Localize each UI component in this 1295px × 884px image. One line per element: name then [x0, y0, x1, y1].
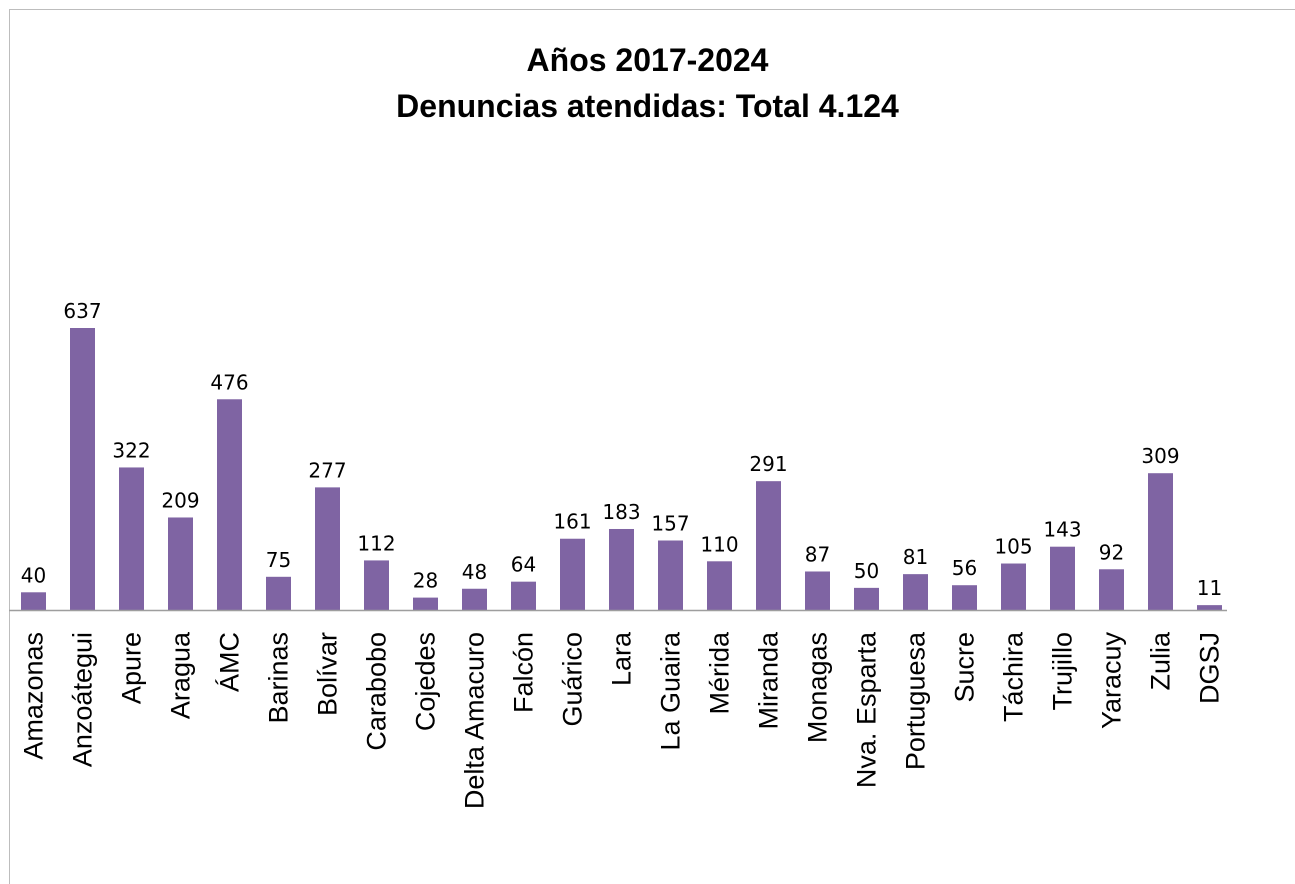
- category-labels-group: Amazonas Anzoátegui Apure Aragua ÁMC Barinas B…: [19, 631, 1225, 809]
- bar-4: [217, 399, 242, 610]
- bar-20: [1001, 563, 1026, 610]
- category-label-9: Delta Amacuro: [460, 632, 490, 809]
- value-label-7: 112: [357, 531, 395, 555]
- bar-19: [952, 585, 977, 610]
- bar-3: [168, 517, 193, 610]
- value-label-14: 110: [700, 532, 738, 556]
- value-label-19: 56: [952, 556, 977, 580]
- category-label-19: Sucre: [950, 632, 980, 703]
- bar-14: [707, 561, 732, 610]
- value-label-1: 637: [63, 299, 101, 323]
- value-label-9: 48: [462, 560, 487, 584]
- bar-8: [413, 597, 438, 610]
- value-label-13: 157: [651, 511, 689, 535]
- chart-subtitle: Denuncias atendidas: Total 4.124: [396, 88, 899, 124]
- category-label-6: Bolívar: [313, 632, 343, 716]
- category-label-22: Yaracuy: [1097, 632, 1127, 730]
- category-label-16: Monagas: [803, 632, 833, 743]
- value-label-17: 50: [854, 559, 879, 583]
- value-label-3: 209: [161, 488, 199, 512]
- value-label-2: 322: [112, 438, 150, 462]
- category-label-3: Aragua: [166, 631, 196, 719]
- bars-group: [21, 328, 1222, 610]
- category-label-10: Falcón: [509, 632, 539, 713]
- value-label-12: 183: [602, 500, 640, 524]
- value-label-20: 105: [994, 535, 1032, 559]
- value-label-18: 81: [903, 545, 928, 569]
- category-label-23: Zulia: [1146, 631, 1176, 691]
- value-label-22: 92: [1099, 540, 1124, 564]
- value-label-21: 143: [1043, 518, 1081, 542]
- value-label-0: 40: [21, 563, 46, 587]
- value-label-15: 291: [749, 452, 787, 476]
- category-label-24: DGSJ: [1195, 632, 1225, 704]
- category-label-18: Portuguesa: [901, 631, 931, 770]
- value-label-4: 476: [210, 370, 248, 394]
- category-label-11: Guárico: [558, 632, 588, 727]
- chart-title: Años 2017-2024: [526, 42, 769, 78]
- value-labels-group: 40 637 322 209 476 75 277 112 28 48 64 161 183 157 110…: [21, 299, 1222, 600]
- bar-6: [315, 487, 340, 610]
- category-label-15: Miranda: [754, 631, 784, 730]
- value-label-16: 87: [805, 542, 830, 566]
- category-label-12: Lara: [607, 631, 637, 686]
- value-label-11: 161: [553, 510, 591, 534]
- bar-13: [658, 540, 683, 610]
- value-label-24: 11: [1197, 576, 1222, 600]
- category-label-17: Nva. Esparta: [852, 631, 882, 788]
- bar-1: [70, 328, 95, 610]
- bar-23: [1148, 473, 1173, 610]
- category-label-5: Barinas: [264, 632, 294, 724]
- category-label-0: Amazonas: [19, 632, 49, 760]
- value-label-5: 75: [266, 548, 291, 572]
- category-label-7: Carabobo: [362, 632, 392, 751]
- bar-22: [1099, 569, 1124, 610]
- bar-2: [119, 467, 144, 610]
- category-label-20: Táchira: [999, 631, 1029, 722]
- category-label-2: Apure: [117, 632, 147, 704]
- bar-5: [266, 576, 291, 610]
- value-label-6: 277: [308, 458, 346, 482]
- bar-0: [21, 592, 46, 610]
- bar-10: [511, 581, 536, 610]
- bar-11: [560, 538, 585, 610]
- category-label-1: Anzoátegui: [68, 632, 98, 767]
- value-label-8: 28: [413, 569, 438, 593]
- category-label-13: La Guaira: [656, 631, 686, 751]
- category-label-8: Cojedes: [411, 632, 441, 731]
- bar-24: [1197, 605, 1222, 610]
- value-label-23: 309: [1141, 444, 1179, 468]
- bar-18: [903, 574, 928, 610]
- category-label-4: ÁMC: [215, 632, 245, 692]
- bar-17: [854, 587, 879, 610]
- bar-12: [609, 528, 634, 610]
- bar-7: [364, 560, 389, 610]
- category-label-21: Trujillo: [1048, 632, 1078, 711]
- bar-21: [1050, 546, 1075, 610]
- bar-15: [756, 481, 781, 610]
- category-label-14: Mérida: [705, 631, 735, 715]
- chart-frame: [9, 9, 1295, 884]
- bar-9: [462, 588, 487, 610]
- bar-16: [805, 571, 830, 610]
- value-label-10: 64: [511, 553, 536, 577]
